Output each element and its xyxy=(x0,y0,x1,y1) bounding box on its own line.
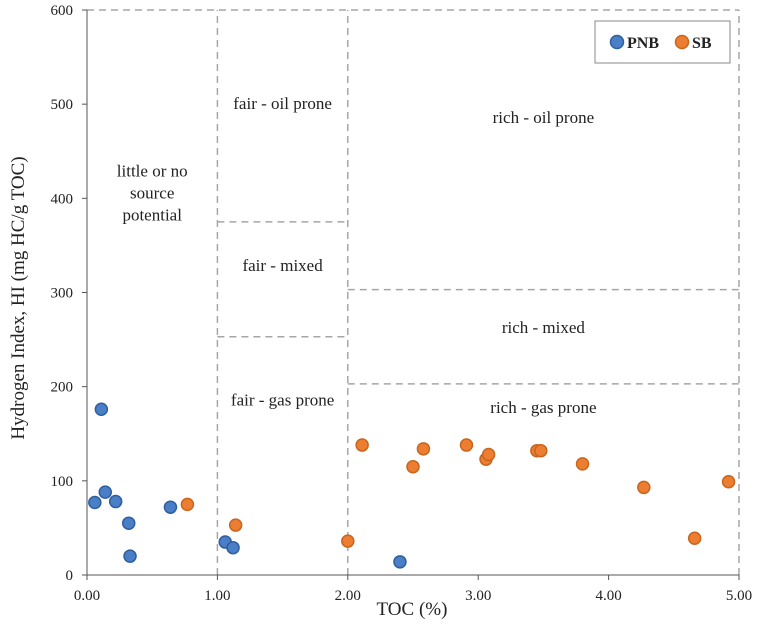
region-label: fair - gas prone xyxy=(231,391,334,410)
data-points xyxy=(88,402,736,569)
y-tick-label: 200 xyxy=(51,380,74,396)
point-sb xyxy=(637,480,651,495)
point-pnb xyxy=(108,494,123,509)
point-sb xyxy=(355,438,369,452)
region-label: rich - gas prone xyxy=(490,398,596,417)
point-pnb xyxy=(163,500,178,514)
source-potential-boundaries xyxy=(87,9,740,575)
y-axis-title: Hydrogen Index, HI (mg HC/g TOC) xyxy=(8,156,29,439)
legend-label-sb: SB xyxy=(692,35,712,52)
region-label: rich - oil prone xyxy=(493,108,595,127)
y-tick-label: 400 xyxy=(51,191,74,207)
region-labels: little or no source potential fair - oil pr… xyxy=(117,94,597,417)
point-sb xyxy=(459,438,474,452)
legend-marker-sb xyxy=(674,34,690,50)
axes: 0.00 1.00 2.00 3.00 4.00 5.00 0 100 200 300 400 500… xyxy=(51,3,753,604)
point-sb xyxy=(534,443,548,458)
point-sb xyxy=(406,459,420,474)
point-sb xyxy=(575,457,590,471)
point-sb xyxy=(180,497,195,512)
point-pnb xyxy=(393,555,407,569)
point-sb xyxy=(687,531,702,546)
region-label: source xyxy=(130,183,174,202)
legend-label-pnb: PNB xyxy=(627,35,659,52)
point-sb xyxy=(341,534,355,548)
legend-marker-pnb xyxy=(609,34,625,50)
y-tick-label: 0 xyxy=(66,568,74,584)
legend: PNB SB xyxy=(594,20,731,64)
x-tick-label: 3.00 xyxy=(465,588,491,604)
point-pnb xyxy=(123,549,137,563)
x-tick-label: 0.00 xyxy=(74,588,100,604)
x-tick-label: 4.00 xyxy=(595,588,621,604)
point-sb xyxy=(416,442,431,456)
point-pnb xyxy=(98,485,113,499)
point-pnb xyxy=(88,495,102,510)
region-label: fair - oil prone xyxy=(233,94,332,113)
x-tick-label: 2.00 xyxy=(335,588,361,604)
x-tick-label: 1.00 xyxy=(204,588,230,604)
region-label: potential xyxy=(122,205,182,224)
point-pnb xyxy=(226,540,240,555)
point-pnb xyxy=(121,516,136,530)
x-tick-label: 5.00 xyxy=(726,588,752,604)
point-pnb xyxy=(94,402,109,417)
point-sb xyxy=(481,447,496,462)
point-sb xyxy=(228,518,243,532)
region-label: fair - mixed xyxy=(242,256,323,275)
y-tick-label: 500 xyxy=(51,97,74,113)
region-label: rich - mixed xyxy=(502,318,586,337)
y-tick-label: 100 xyxy=(51,474,74,490)
x-axis-title: TOC (%) xyxy=(377,599,448,620)
y-tick-label: 600 xyxy=(51,3,74,19)
point-sb xyxy=(721,475,736,489)
y-tick-label: 300 xyxy=(51,286,74,302)
region-label: little or no xyxy=(117,161,188,180)
